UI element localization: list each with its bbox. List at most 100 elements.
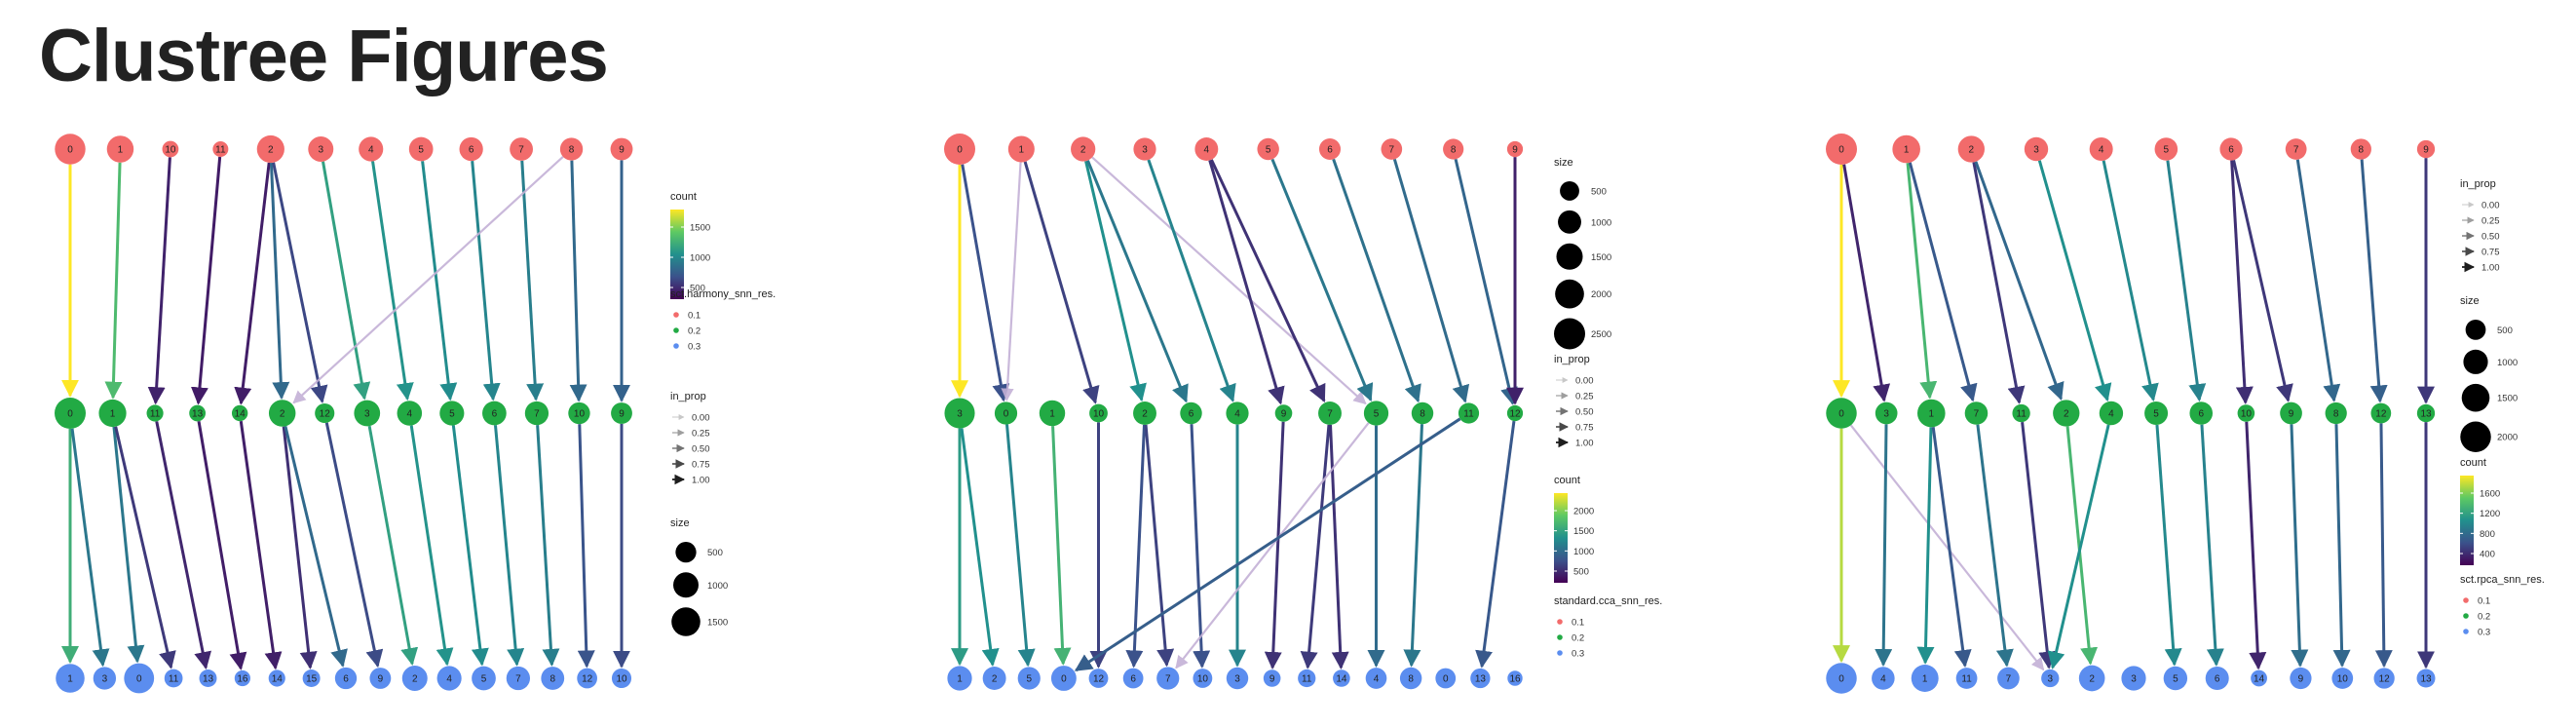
cluster-node-label: 4 xyxy=(1204,145,1210,156)
cluster-node-label: 3 xyxy=(2131,674,2137,685)
page-title: Clustree Figures xyxy=(39,15,609,97)
cluster-node xyxy=(994,402,1018,425)
cluster-node-label: 16 xyxy=(1509,674,1521,685)
cluster-node-label: 6 xyxy=(1130,674,1136,685)
cluster-node xyxy=(2012,403,2030,423)
edge xyxy=(114,426,176,670)
edge xyxy=(2155,424,2182,667)
cluster-node-label: 10 xyxy=(2337,674,2349,685)
cluster-node xyxy=(2189,402,2214,425)
in-prop-legend-label: 1.00 xyxy=(1575,439,1594,449)
cluster-node-label: 1 xyxy=(67,674,73,685)
cluster-node xyxy=(559,137,584,161)
size-legend-circle xyxy=(1554,318,1585,350)
cluster-node-label: 1 xyxy=(1019,145,1025,156)
cluster-node xyxy=(944,398,975,429)
cluster-node xyxy=(2416,139,2436,159)
cluster-node-label: 10 xyxy=(165,145,176,156)
edge xyxy=(1147,159,1236,402)
edge xyxy=(1264,421,1285,670)
cluster-node-label: 5 xyxy=(1026,674,1032,685)
in-prop-legend-label: 1.00 xyxy=(2481,263,2500,274)
cluster-node xyxy=(164,669,183,688)
cluster-node-label: 12 xyxy=(582,674,593,685)
cluster-node-label: 4 xyxy=(368,145,374,156)
colorbar-tick-label: 2000 xyxy=(1573,507,1594,517)
in-prop-legend-label: 0.00 xyxy=(1575,376,1594,387)
resolution-legend-label: 0.2 xyxy=(2478,612,2490,623)
cluster-node xyxy=(982,667,1006,690)
cluster-node xyxy=(541,667,565,690)
cluster-node-label: 2 xyxy=(2064,409,2069,420)
edge xyxy=(536,425,560,667)
cluster-node-label: 14 xyxy=(235,409,246,420)
cluster-node-label: 12 xyxy=(2375,409,2387,420)
resolution-legend-label: 0.1 xyxy=(1572,618,1584,629)
cluster-node-label: 8 xyxy=(549,674,555,685)
cluster-node xyxy=(2280,402,2302,425)
edge xyxy=(961,164,1010,402)
legend-title: standard.cca_snn_res. xyxy=(1554,595,1662,607)
cluster-node xyxy=(1133,137,1156,161)
cluster-node-label: 7 xyxy=(1389,145,1395,156)
cluster-node xyxy=(93,667,117,690)
cluster-node-label: 0 xyxy=(1004,409,1009,420)
edge xyxy=(147,157,171,405)
cluster-node-label: 5 xyxy=(1374,409,1380,420)
edge xyxy=(1908,162,1978,402)
cluster-node-label: 4 xyxy=(1234,409,1240,420)
edge xyxy=(1972,162,2026,404)
nodes: 0 1 2 3 4 5 6 7 8 90 3 1 7 11 2 4 5 6 10 9 8 12 130 4 1 11 7 3 2 3 5 6 1… xyxy=(1826,134,2436,694)
cluster-node-label: 8 xyxy=(2333,409,2339,420)
cluster-node-label: 2 xyxy=(280,409,285,420)
cluster-node xyxy=(55,134,86,165)
cluster-node xyxy=(55,398,86,429)
cluster-node xyxy=(315,402,335,424)
size-legend-label: 500 xyxy=(2497,325,2513,336)
cluster-node-label: 0 xyxy=(136,674,142,685)
edge xyxy=(1210,159,1326,402)
cluster-node-label: 13 xyxy=(2420,409,2432,420)
cluster-node-label: 5 xyxy=(1266,145,1271,156)
edge xyxy=(569,160,587,402)
edge xyxy=(1976,424,2014,668)
legend-title: sct.rpca_snn_res. xyxy=(2460,574,2545,586)
edge xyxy=(520,160,545,402)
edge xyxy=(2047,424,2110,670)
nodes: 0 1 10 11 2 3 4 5 6 7 8 90 1 11 13 14 2 12 3 4 5 6 7 10 91 3 0 11 13… xyxy=(55,134,633,694)
size-legend-label: 1000 xyxy=(2497,358,2518,368)
cluster-node xyxy=(1298,669,1316,688)
cluster-node xyxy=(1318,137,1342,161)
resolution-legend-point xyxy=(2463,597,2469,603)
cluster-node-label: 9 xyxy=(1281,409,1287,420)
resolution-legend-point xyxy=(1557,619,1563,625)
cluster-node-label: 10 xyxy=(616,674,627,685)
colorbar xyxy=(1554,493,1568,583)
edge xyxy=(1475,420,1516,669)
cluster-node-label: 4 xyxy=(2108,409,2114,420)
edge xyxy=(1875,424,1893,668)
cluster-node xyxy=(1507,670,1523,686)
edge xyxy=(324,422,384,669)
cluster-node-label: 3 xyxy=(1142,145,1148,156)
in-prop-legend-label: 0.50 xyxy=(692,444,710,455)
legends: in_prop 0.00 0.25 0.50 0.75 1.00 size 500 1000 15… xyxy=(2460,178,2545,638)
cluster-node xyxy=(302,670,321,687)
edge xyxy=(451,425,489,667)
edge xyxy=(1005,424,1036,668)
resolution-legend-point xyxy=(2463,613,2469,619)
edge xyxy=(1086,160,1189,403)
in-prop-legend-label: 0.25 xyxy=(1575,392,1594,402)
cluster-node xyxy=(1133,402,1156,425)
cluster-node xyxy=(1156,667,1180,690)
cluster-node-label: 6 xyxy=(2215,674,2220,685)
edge xyxy=(2021,421,2057,670)
cluster-node-label: 1 xyxy=(957,674,963,685)
size-legend-label: 500 xyxy=(1591,186,1607,197)
cluster-node-label: 2 xyxy=(1969,145,1975,156)
cluster-node-label: 10 xyxy=(1093,409,1105,420)
cluster-node xyxy=(1274,404,1293,422)
edge xyxy=(282,426,318,670)
size-legend-circle xyxy=(1558,210,1581,234)
colorbar xyxy=(670,210,684,299)
